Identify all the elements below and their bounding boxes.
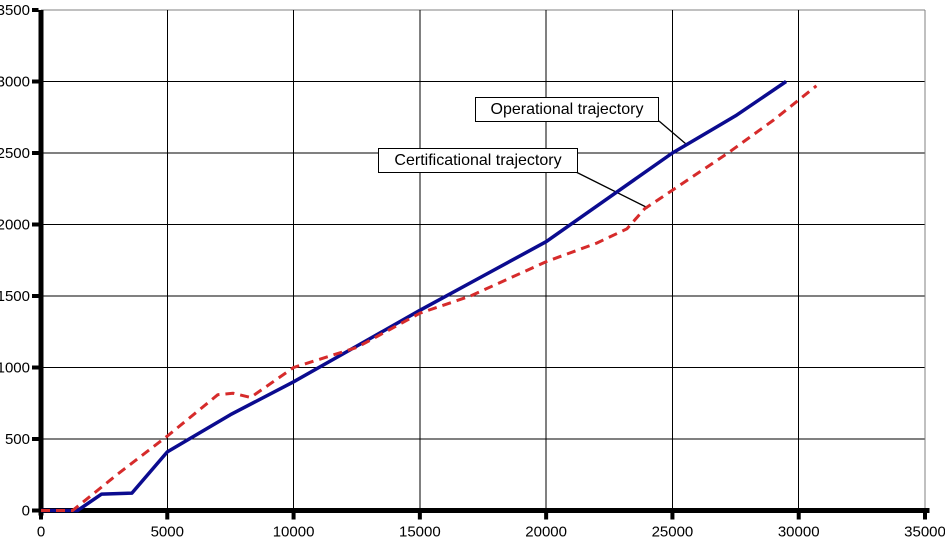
y-tick-label: 2500 [0,145,30,162]
y-tick-label: 1500 [0,288,30,305]
x-axis-line [38,508,930,513]
x-tick-label: 20000 [525,524,567,541]
y-axis-line [38,10,44,516]
y-tick [32,508,39,513]
y-tick [32,79,39,84]
y-tick [32,222,39,227]
x-tick [291,513,296,520]
x-tick [923,513,927,520]
x-tick-label: 25000 [652,524,694,541]
annotation-leader-line [575,171,649,209]
x-tick-label: 15000 [399,524,441,541]
y-tick [32,8,39,12]
operational-trajectory-line [41,80,788,513]
x-tick-label: 35000 [904,524,945,541]
x-tick-label: 30000 [778,524,820,541]
certificational-trajectory-line [41,84,818,512]
x-tick [39,513,43,520]
annotation-operational-trajectory: Operational trajectory [475,97,659,122]
y-tick-label: 3500 [0,2,30,19]
y-tick [32,294,39,298]
y-tick-label: 2000 [0,217,30,234]
y-tick-label: 500 [5,431,30,448]
annotation-certificational-trajectory: Certificational trajectory [378,148,578,173]
y-tick [32,437,39,441]
y-tick [32,151,39,155]
y-tick-label: 1000 [0,360,30,377]
annotation-leader-line [658,120,687,145]
x-tick [796,513,801,520]
x-tick [670,513,675,520]
y-tick-label: 0 [22,503,30,520]
y-tick [32,365,39,370]
x-tick-label: 0 [37,524,45,541]
x-tick [417,513,422,520]
x-tick-label: 5000 [151,524,184,541]
x-tick [544,513,549,520]
x-tick-label: 10000 [273,524,315,541]
y-tick-label: 3000 [0,74,30,91]
x-tick [165,513,170,520]
